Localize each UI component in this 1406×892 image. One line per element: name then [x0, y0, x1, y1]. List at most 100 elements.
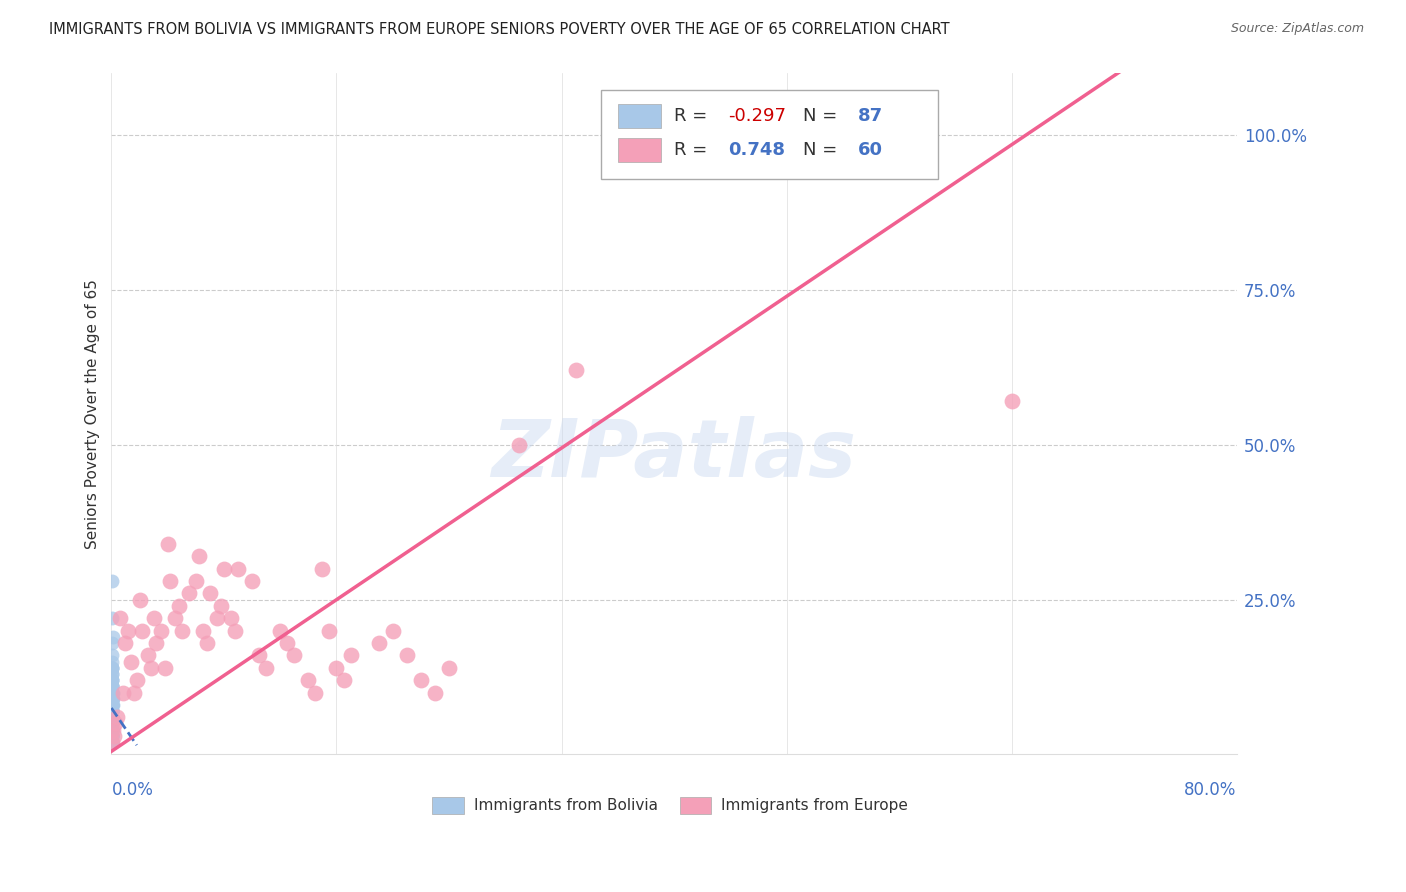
Point	[283, 648, 305, 663]
Point	[101, 710, 124, 724]
Point	[101, 704, 124, 718]
Point	[101, 636, 124, 650]
Point	[101, 704, 124, 718]
Point	[101, 574, 124, 588]
Point	[100, 735, 122, 749]
Text: 0.748: 0.748	[728, 141, 785, 159]
Point	[191, 624, 214, 638]
Point	[219, 611, 242, 625]
Point	[101, 691, 124, 706]
Point	[103, 729, 125, 743]
Point	[159, 574, 181, 588]
Point	[101, 698, 124, 712]
Point	[131, 624, 153, 638]
Point	[100, 729, 122, 743]
Point	[100, 735, 122, 749]
Point	[100, 729, 122, 743]
Point	[101, 704, 124, 718]
Point	[409, 673, 432, 687]
Point	[100, 735, 122, 749]
Point	[120, 655, 142, 669]
Point	[209, 599, 232, 613]
Point	[240, 574, 263, 588]
Text: R =: R =	[673, 141, 718, 159]
Point	[101, 698, 124, 712]
Point	[423, 685, 446, 699]
Point	[101, 691, 124, 706]
Point	[101, 691, 124, 706]
Point	[101, 661, 124, 675]
Point	[101, 710, 124, 724]
Point	[101, 685, 124, 699]
Point	[101, 685, 124, 699]
Point	[269, 624, 291, 638]
Point	[325, 661, 347, 675]
Point	[101, 685, 124, 699]
Point	[153, 661, 176, 675]
Point	[297, 673, 319, 687]
Point	[101, 710, 124, 724]
Text: N =: N =	[803, 107, 844, 125]
Point	[101, 667, 124, 681]
FancyBboxPatch shape	[432, 797, 464, 814]
Point	[100, 723, 122, 737]
Point	[139, 661, 162, 675]
Point	[100, 729, 122, 743]
Point	[101, 679, 124, 693]
Text: ZIPatlas: ZIPatlas	[492, 416, 856, 493]
Point	[100, 716, 122, 731]
FancyBboxPatch shape	[679, 797, 711, 814]
Point	[101, 667, 124, 681]
Point	[381, 624, 404, 638]
Text: 60: 60	[858, 141, 883, 159]
Point	[254, 661, 277, 675]
Point	[873, 128, 896, 142]
FancyBboxPatch shape	[617, 104, 661, 128]
FancyBboxPatch shape	[617, 138, 661, 162]
Point	[114, 636, 136, 650]
Point	[101, 716, 124, 731]
Point	[122, 685, 145, 699]
Point	[101, 673, 124, 687]
Point	[100, 729, 122, 743]
Point	[101, 691, 124, 706]
Point	[100, 723, 122, 737]
Point	[332, 673, 354, 687]
Point	[170, 624, 193, 638]
Point	[101, 704, 124, 718]
Point	[145, 636, 167, 650]
Point	[101, 679, 124, 693]
Point	[564, 363, 586, 377]
Point	[395, 648, 418, 663]
Point	[101, 698, 124, 712]
Point	[100, 735, 122, 749]
Point	[101, 691, 124, 706]
Point	[101, 710, 124, 724]
Point	[101, 698, 124, 712]
Point	[101, 685, 124, 699]
Point	[100, 611, 122, 625]
Point	[101, 679, 124, 693]
Point	[163, 611, 186, 625]
Point	[212, 561, 235, 575]
Point	[101, 685, 124, 699]
Point	[101, 716, 124, 731]
Point	[100, 735, 122, 749]
Point	[101, 710, 124, 724]
Point	[101, 691, 124, 706]
Point	[339, 648, 361, 663]
Point	[101, 704, 124, 718]
Y-axis label: Seniors Poverty Over the Age of 65: Seniors Poverty Over the Age of 65	[86, 279, 100, 549]
Text: Immigrants from Europe: Immigrants from Europe	[721, 798, 908, 814]
Point	[101, 704, 124, 718]
Point	[101, 698, 124, 712]
Point	[142, 611, 165, 625]
Point	[101, 716, 124, 731]
Point	[101, 704, 124, 718]
Point	[105, 710, 128, 724]
Point	[226, 561, 249, 575]
Point	[101, 723, 124, 737]
Point	[101, 723, 124, 737]
Text: Source: ZipAtlas.com: Source: ZipAtlas.com	[1230, 22, 1364, 36]
Point	[101, 716, 124, 731]
